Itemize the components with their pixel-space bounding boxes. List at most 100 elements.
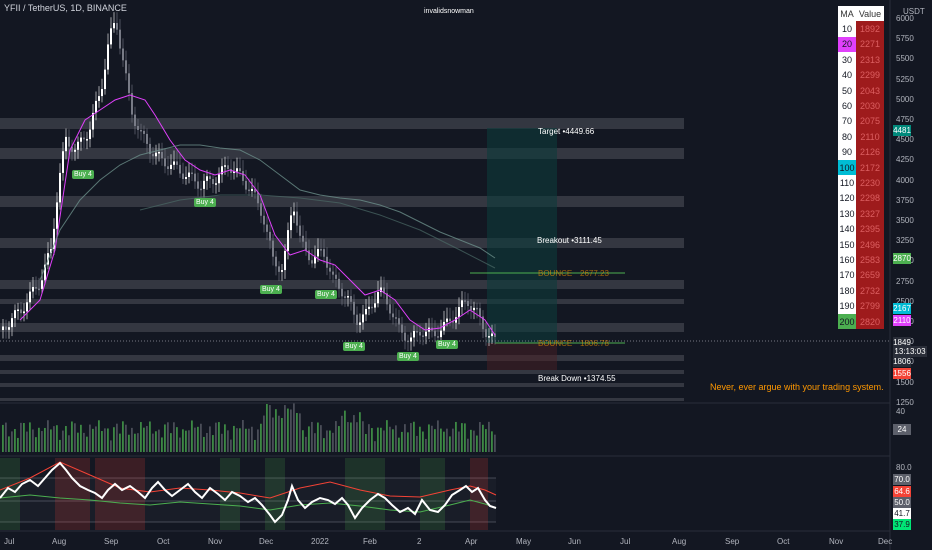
target-label: Target •4449.66 <box>538 127 595 136</box>
price-axis-label: 6000 <box>896 14 914 23</box>
volume-bar <box>80 424 82 452</box>
candle-body <box>437 336 439 338</box>
volume-bar <box>176 427 178 452</box>
candle-body <box>182 173 184 179</box>
zone-band <box>0 118 684 129</box>
candle-body <box>230 168 232 173</box>
ma-period: 170 <box>838 267 856 284</box>
candle-body <box>401 324 403 333</box>
symbol-title[interactable]: YFII / TetherUS, 1D, BINANCE <box>4 3 127 13</box>
volume-bar <box>26 431 28 452</box>
volume-bar <box>245 428 247 452</box>
ma-value: 2271 <box>856 36 884 53</box>
candle-body <box>404 332 406 341</box>
candle-body <box>83 137 85 140</box>
bounce-upper-label: BOUNCE <box>538 269 573 278</box>
volume-bar <box>326 430 328 452</box>
candle-body <box>332 271 334 275</box>
volume-bar <box>170 433 172 452</box>
volume-bar <box>20 422 22 452</box>
ma-period: 30 <box>838 52 856 68</box>
quote-text: Never, ever argue with your trading syst… <box>710 382 884 392</box>
volume-bar <box>269 405 271 452</box>
volume-bar <box>152 433 154 452</box>
candle-body <box>191 172 193 175</box>
volume-bar <box>53 426 55 452</box>
candle-body <box>341 288 343 297</box>
candle-body <box>35 286 37 289</box>
volume-bar <box>296 412 298 452</box>
ma-period: 90 <box>838 144 856 160</box>
volume-bar <box>59 439 61 452</box>
volume-bar <box>467 438 469 452</box>
currency-label[interactable]: USDT <box>903 7 925 16</box>
candle-body <box>158 152 160 154</box>
candle-body <box>320 249 322 251</box>
volume-bar <box>479 422 481 452</box>
volume-bar <box>482 424 484 452</box>
ma-table-row: 80 2110 <box>838 129 884 145</box>
rsi-badge-value: 41.7 <box>893 508 911 519</box>
volume-bar <box>332 432 334 452</box>
breakout-label: Breakout •3111.45 <box>537 236 602 245</box>
volume-bar <box>401 431 403 452</box>
candle-body <box>176 161 178 165</box>
candle-body <box>68 136 70 147</box>
candle-body <box>344 296 346 298</box>
ma-value: 1892 <box>856 21 884 37</box>
candle-body <box>380 287 382 293</box>
candle-body <box>470 306 472 311</box>
volume-bar <box>182 429 184 452</box>
ma-period: 160 <box>838 252 856 268</box>
candle-body <box>152 154 154 157</box>
volume-bar <box>77 432 79 452</box>
candle-body <box>419 331 421 336</box>
zone-band <box>0 355 684 361</box>
volume-bar <box>110 440 112 452</box>
zone-band <box>0 148 684 159</box>
volume-bar <box>494 434 496 452</box>
volume-bar <box>350 422 352 452</box>
ma-table-row: 40 2299 <box>838 67 884 83</box>
volume-bar <box>140 422 142 452</box>
volume-bar <box>407 432 409 452</box>
volume-bar <box>23 423 25 452</box>
candle-body <box>269 231 271 241</box>
volume-bar <box>335 421 337 452</box>
candle-body <box>179 164 181 174</box>
volume-bar <box>254 439 256 452</box>
candle-body <box>215 183 217 185</box>
volume-bar <box>251 426 253 452</box>
rsi-badge-50: 50.0 <box>893 497 911 508</box>
price-axis-label: 4000 <box>896 175 914 185</box>
time-axis-label: Nov <box>829 537 844 546</box>
time-axis-label: Dec <box>259 537 274 546</box>
candle-body <box>338 278 340 289</box>
ma-table-row: 120 2298 <box>838 190 884 207</box>
candle-body <box>194 173 196 182</box>
candle-body <box>263 215 265 225</box>
candle-body <box>272 240 274 257</box>
candle-body <box>482 316 484 330</box>
volume-bar <box>434 429 436 452</box>
volume-bar <box>311 421 313 452</box>
volume-bar <box>305 436 307 452</box>
ma-table-row: 200 2820 <box>838 313 884 330</box>
candle-body <box>440 330 442 338</box>
candle-body <box>308 250 310 261</box>
ma-period: 180 <box>838 283 856 299</box>
volume-bar <box>323 438 325 452</box>
price-axis-label: 4250 <box>896 155 914 165</box>
candle-body <box>203 180 205 189</box>
volume-bar <box>440 428 442 452</box>
price-axis-label: 3750 <box>896 195 914 205</box>
volume-bar <box>260 423 262 452</box>
support-resistance-zones <box>0 118 684 401</box>
volume-bar <box>92 428 94 452</box>
candle-body <box>146 133 148 144</box>
ma-table-row: 70 2075 <box>838 113 884 130</box>
volume-bar <box>287 408 289 452</box>
volume-bar <box>107 428 109 452</box>
rsi-badge-70: 70.0 <box>893 474 911 485</box>
